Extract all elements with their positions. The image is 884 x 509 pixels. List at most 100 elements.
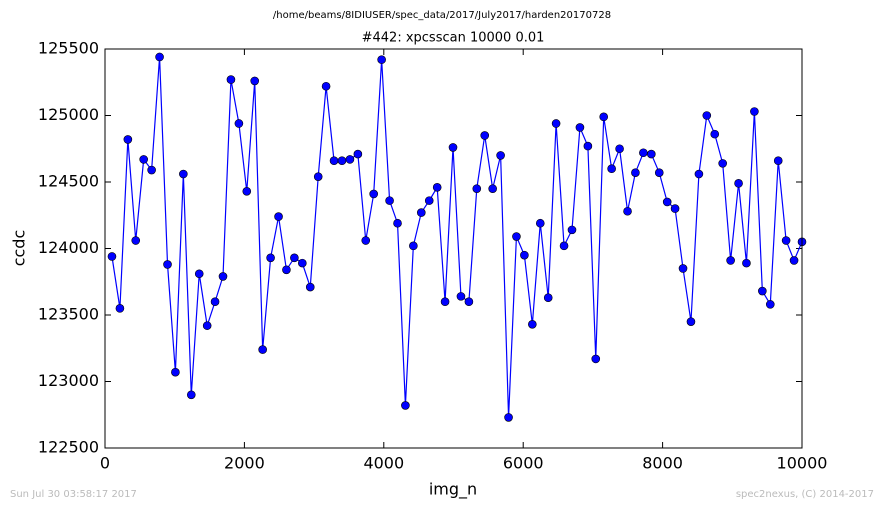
data-point bbox=[773, 156, 783, 166]
data-point bbox=[163, 260, 172, 269]
data-point bbox=[274, 212, 283, 221]
data-point bbox=[488, 184, 497, 193]
data-point bbox=[107, 252, 117, 261]
data-point bbox=[456, 292, 466, 301]
data-point bbox=[686, 317, 696, 326]
footer-right: spec2nexus, (C) 2014-2017 bbox=[736, 489, 874, 500]
data-point bbox=[369, 189, 378, 199]
data-point bbox=[194, 269, 204, 279]
data-point bbox=[329, 156, 339, 166]
suptitle: /home/beams/8IDIUSER/spec_data/2017/July… bbox=[273, 10, 611, 21]
data-point bbox=[345, 155, 355, 164]
data-point bbox=[694, 169, 704, 179]
data-point bbox=[432, 183, 442, 192]
data-point bbox=[416, 208, 426, 217]
data-point bbox=[567, 225, 577, 235]
data-point bbox=[361, 236, 371, 245]
data-point bbox=[448, 143, 458, 152]
data-point bbox=[726, 256, 735, 265]
data-point bbox=[409, 241, 418, 251]
data-point bbox=[298, 258, 307, 268]
data-point bbox=[765, 300, 775, 309]
data-point bbox=[282, 265, 291, 275]
data-point bbox=[639, 148, 648, 158]
data-point bbox=[424, 196, 434, 205]
y-tick-label: 125000 bbox=[38, 105, 99, 124]
data-point bbox=[242, 187, 252, 196]
data-point bbox=[750, 107, 759, 116]
x-tick-label: 2000 bbox=[224, 454, 265, 473]
data-point bbox=[147, 165, 156, 175]
data-point bbox=[670, 204, 680, 213]
y-axis-label: ccdc bbox=[10, 230, 29, 267]
data-point bbox=[742, 258, 751, 268]
data-point bbox=[123, 135, 133, 144]
data-point bbox=[258, 345, 267, 354]
data-point bbox=[186, 390, 196, 400]
data-point bbox=[472, 184, 482, 193]
data-point bbox=[678, 264, 688, 273]
y-tick-label: 123000 bbox=[38, 371, 99, 390]
data-point bbox=[139, 155, 148, 164]
data-point bbox=[734, 179, 743, 188]
data-point bbox=[290, 253, 299, 263]
data-line bbox=[111, 56, 803, 418]
y-tick-label: 125500 bbox=[38, 39, 99, 58]
data-point bbox=[250, 76, 260, 86]
data-point bbox=[234, 119, 244, 128]
data-point bbox=[401, 401, 410, 410]
data-point bbox=[171, 367, 180, 377]
data-point bbox=[758, 286, 767, 296]
data-point bbox=[623, 206, 632, 216]
x-tick-label: 10000 bbox=[777, 454, 828, 473]
data-point bbox=[702, 111, 712, 120]
data-point bbox=[393, 218, 402, 228]
data-point bbox=[599, 112, 609, 122]
x-tick-label: 4000 bbox=[363, 454, 404, 473]
data-point bbox=[575, 123, 585, 132]
data-point bbox=[496, 151, 505, 160]
plot-frame bbox=[104, 48, 803, 449]
data-point bbox=[353, 149, 363, 159]
x-tick-label: 6000 bbox=[503, 454, 544, 473]
data-point bbox=[559, 241, 569, 251]
data-point bbox=[131, 236, 141, 245]
data-point bbox=[210, 297, 220, 307]
data-point bbox=[551, 119, 561, 128]
footer-left: Sun Jul 30 03:58:17 2017 bbox=[10, 489, 137, 500]
data-point bbox=[202, 321, 212, 330]
data-point bbox=[377, 55, 386, 64]
data-point bbox=[789, 256, 799, 265]
y-tick-label: 124500 bbox=[38, 172, 99, 191]
data-point bbox=[615, 144, 624, 154]
data-point bbox=[266, 253, 275, 263]
data-point bbox=[583, 141, 593, 151]
data-point bbox=[440, 297, 450, 307]
data-point bbox=[226, 75, 236, 84]
data-point bbox=[647, 149, 656, 159]
data-point bbox=[710, 129, 720, 139]
y-tick-label: 122500 bbox=[38, 438, 99, 457]
data-point bbox=[528, 320, 537, 329]
data-point bbox=[654, 168, 664, 177]
data-point bbox=[313, 172, 323, 181]
x-axis-label: img_n bbox=[429, 480, 477, 500]
data-point bbox=[337, 156, 347, 166]
data-point bbox=[631, 168, 640, 177]
data-point bbox=[512, 232, 521, 241]
data-point bbox=[504, 413, 513, 422]
data-point bbox=[535, 218, 545, 228]
data-point bbox=[464, 297, 474, 307]
data-point bbox=[520, 250, 529, 260]
x-tick-label: 8000 bbox=[642, 454, 683, 473]
data-point bbox=[155, 52, 164, 62]
data-point bbox=[543, 293, 553, 303]
data-point bbox=[321, 81, 331, 91]
data-point bbox=[781, 236, 791, 245]
chart-title: #442: xpcsscan 10000 0.01 bbox=[362, 31, 545, 46]
data-point bbox=[385, 196, 394, 205]
data-point bbox=[218, 272, 228, 281]
y-tick-label: 124000 bbox=[38, 238, 99, 257]
data-point bbox=[480, 131, 490, 140]
